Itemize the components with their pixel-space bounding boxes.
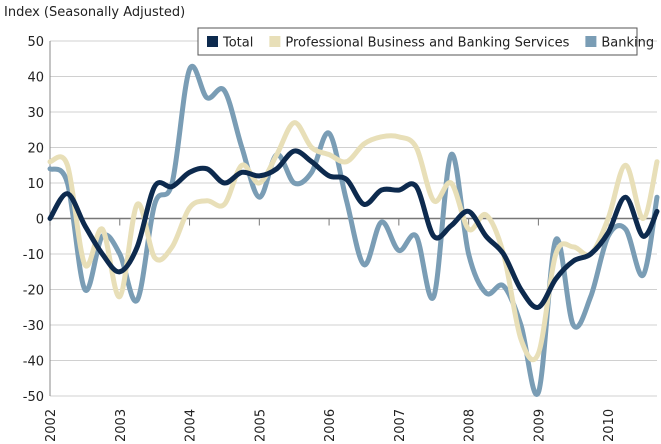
y-tick-label: 40 [27,71,44,86]
x-tick-label: 2007 [393,409,408,442]
legend-swatch [269,36,281,47]
x-tick-label: 2003 [114,409,129,442]
y-tick-label: 0 [36,213,44,228]
series-line [47,148,660,310]
y-axis-label: Index (Seasonally Adjusted) [4,5,185,20]
y-tick-label: 20 [27,142,44,157]
y-tick-label: 30 [27,106,44,121]
x-tick-label: 2009 [532,409,547,442]
y-tick-label: -10 [23,248,44,263]
series-line [47,120,660,363]
y-tick-label: 10 [27,177,44,192]
y-tick-label: -20 [23,284,44,299]
x-tick-label: 2006 [323,409,338,442]
legend-swatch [207,36,218,47]
y-tick-label: -40 [23,355,44,370]
x-tick-label: 2008 [463,409,478,442]
y-tick-label: -30 [23,319,44,334]
legend-label: Banking [601,36,654,51]
series-line [47,63,660,397]
x-tick-label: 2004 [184,409,199,442]
y-tick-label: -50 [23,390,44,405]
legend-label: Professional Business and Banking Servic… [285,36,569,51]
legend-label: Total [222,36,253,51]
x-tick-label: 2005 [253,409,268,442]
y-tick-label: 50 [27,35,44,50]
x-tick-label: 2002 [44,409,59,442]
legend: Total Professional Business and Banking S… [197,27,654,56]
x-tick-label: 2010 [602,409,617,442]
legend-swatch [585,36,597,47]
